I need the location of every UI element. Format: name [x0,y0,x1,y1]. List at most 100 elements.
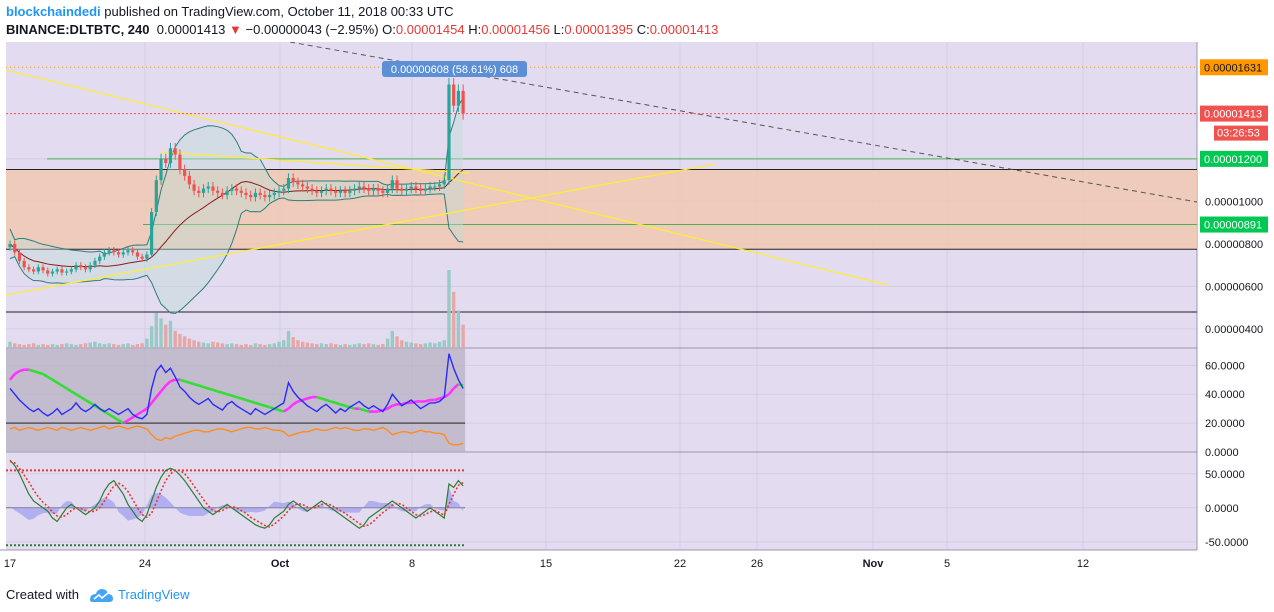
candle-body [234,188,239,191]
candle-body [381,190,385,193]
volume-bar [404,341,409,348]
high-label: H: [468,22,482,37]
volume-bar [8,341,12,348]
candle-body [324,188,328,191]
countdown-bg [1214,125,1268,141]
adx-segment [316,395,322,400]
volume-bar [296,340,300,348]
adx-segment [70,390,77,396]
volume-bar [206,343,210,348]
volume-bar [178,333,182,348]
volume-bar [300,341,305,348]
candle-body [116,252,121,255]
chart-area[interactable]: 0.00000608 (58.61%) 608 0.00000400 0.0000… [0,42,1274,580]
volume-bar [451,291,456,348]
adx-segment [240,397,247,402]
time-tick-label: 5 [944,558,950,570]
volume-bar [437,341,442,348]
price-pane: 0.00000608 (58.61%) 608 [5,42,1198,348]
price-label-bg [1200,105,1268,122]
adx-segment [198,384,204,389]
candle-body [88,265,92,270]
volume-bar [249,344,253,348]
volume-bar [371,344,376,348]
candle-body [98,256,102,261]
volume-bar [315,344,319,348]
adx-segment [170,378,176,383]
adx-segment [250,400,256,405]
volume-bar [225,344,229,348]
volume-bar [135,344,140,348]
candle-body [102,252,106,257]
symbol-ohlc-line: BINANCE:DLTBTC, 240 0.00001413 ▼ −0.0000… [6,22,718,37]
adx-segment [103,410,110,416]
candle-body [178,154,182,170]
candle-body [315,190,319,193]
candle-body [93,260,97,266]
volume-bar [258,344,262,348]
time-tick-label: 8 [409,558,415,570]
candle-body [159,158,163,181]
volume-bar [36,344,41,348]
adx-segment [222,391,228,396]
candle-body [414,186,418,189]
candle-body [423,188,427,191]
dmi-tick-label: 40.0000 [1205,389,1245,401]
candle-body [121,252,125,255]
adx-segment [136,410,143,416]
tradingview-brand-link[interactable]: TradingView [118,587,190,602]
adx-segment [207,387,214,392]
candle-body [277,190,281,193]
volume-bar [409,342,413,348]
volume-bar [17,344,22,348]
candle-body [286,178,291,189]
adx-segment [236,395,242,400]
volume-bar [215,342,220,348]
volume-bar [447,270,451,348]
adx-segment [330,400,337,405]
volume-bar [352,344,357,348]
time-tick-label: 17 [4,558,16,570]
candle-body [83,267,88,270]
candle-body [452,84,456,106]
last-price: 0.00001413 [156,22,226,37]
price-tick-label: 0.00001000 [1205,196,1263,208]
price-tick-label: 0.00000400 [1205,324,1263,336]
candle-body [154,180,158,212]
trendline-down [5,69,889,286]
close-label: C: [636,22,650,37]
volume-bar [97,343,102,348]
volume-bar [442,340,446,348]
bollinger-fill [10,97,464,314]
countdown-text: 03:26:53 [1217,128,1260,140]
adx-segment [452,383,460,390]
di-minus-line [9,425,464,446]
price-tick-label: 0.00000800 [1205,239,1263,251]
adx-segment [14,370,21,376]
volume-bar [305,342,310,348]
candle-body [168,148,173,164]
candle-body [41,267,45,271]
author-link[interactable]: blockchaindedi [6,4,101,19]
volume-bar [376,344,380,348]
stoch-tick-label: 0.0000 [1205,503,1239,515]
candle-body [352,188,357,191]
dmi-shade [6,348,466,452]
candle-body [50,271,55,274]
volume-bar [220,343,225,348]
adx-segment [19,368,25,373]
time-axis-bg [0,550,1274,580]
adx-segment [33,369,39,374]
adx-segment [47,375,54,381]
price-change: −0.00000043 (−2.95%) [245,22,379,37]
adx-segment [179,378,186,383]
adx-segment [278,408,285,413]
time-axis: 17 24 Oct 8 15 22 26 Nov 5 12 [0,549,1274,580]
adx-segment [160,384,167,393]
volume-bar [211,341,215,348]
candle-body [112,250,116,253]
volume-bar [282,340,286,348]
volume-bar [187,338,192,348]
publish-info: published on TradingView.com, October 11… [104,4,454,19]
tradingview-logo-icon[interactable] [88,586,114,604]
